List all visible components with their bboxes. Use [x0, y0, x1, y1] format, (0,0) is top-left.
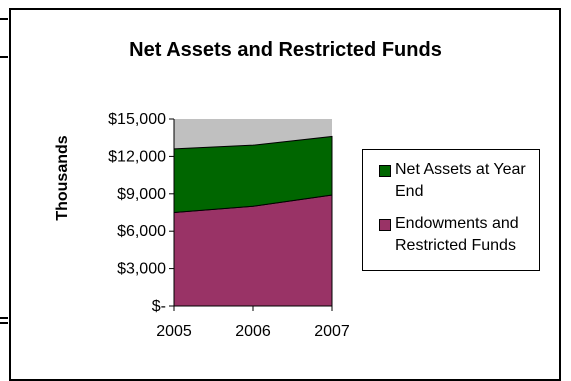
y-tick-label: $6,000: [117, 223, 166, 240]
legend-item-net-assets: Net Assets at Year End: [379, 159, 545, 203]
legend-swatch-endowments: [379, 219, 391, 231]
legend-swatch-net-assets: [379, 165, 391, 177]
frame-tick-mark: [0, 56, 8, 58]
chart-legend: Net Assets at Year End Endowments and Re…: [362, 149, 540, 271]
chart-title: Net Assets and Restricted Funds: [129, 39, 442, 61]
y-tick-label: $12,000: [108, 148, 166, 165]
legend-item-endowments: Endowments and Restricted Funds: [379, 213, 545, 257]
y-tick-label: $15,000: [108, 111, 166, 128]
y-axis-label: Thousands: [54, 135, 71, 220]
frame-tick-mark: [0, 322, 8, 324]
area-series-0: [173, 194, 333, 307]
y-tick-label: $9,000: [117, 186, 166, 203]
frame-tick-mark: [0, 317, 8, 319]
x-tick-label: 2006: [235, 323, 271, 340]
frame-tick-mark: [0, 18, 8, 20]
y-tick-label: $-: [152, 298, 166, 315]
legend-label-endowments: Endowments and Restricted Funds: [395, 215, 519, 254]
x-tick-label: 2007: [314, 323, 350, 340]
y-tick-label: $3,000: [117, 261, 166, 278]
legend-label-net-assets: Net Assets at Year End: [395, 161, 526, 200]
x-tick-label: 2005: [156, 323, 192, 340]
